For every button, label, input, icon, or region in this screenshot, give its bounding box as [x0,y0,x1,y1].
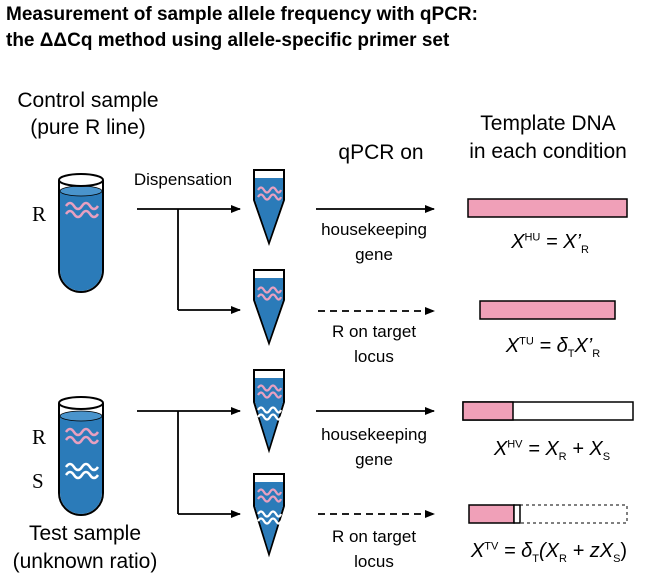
template-header-line-1: Template DNA [480,112,616,135]
template-header-line-2: in each condition [469,140,627,163]
test-dispensation-lines [137,407,241,518]
equation-tu: XTU = δTX’R [505,335,601,360]
control-dispensation-lines [137,205,241,314]
control-sample-label: Control sample [17,89,159,112]
template-bar-hv [462,401,634,421]
target-label-2-line2: locus [354,347,394,366]
test-tube [58,396,104,516]
title-line-1: Measurement of sample allele frequency w… [6,4,478,25]
template-bar-tv [468,504,628,524]
control-sample-sublabel: (pure R line) [30,116,146,139]
pcr-tube-2 [253,269,285,347]
target-label-4-line2: locus [354,552,394,571]
target-label-1-line1: housekeeping [321,220,427,239]
title-line-2: the ΔΔCq method using allele-specific pr… [6,30,450,51]
control-allele-r-label: R [32,202,47,226]
pcr-tube-4 [253,473,285,558]
equation-hv: XHV = XR + XS [493,438,611,463]
dispensation-label: Dispensation [133,170,233,189]
target-label-3-line1: housekeeping [321,425,427,444]
test-sample-label: Test sample [28,522,142,545]
test-s-dna-strand [64,462,100,472]
template-bar-tu [479,300,616,320]
test-sample-sublabel: (unknown ratio) [12,550,158,573]
test-allele-s-label: S [32,469,44,493]
equation-tv: XTV = δT(XR + zXS) [470,540,628,565]
equation-hu: XHU = X’R [511,231,589,256]
pcr-tube-1 [253,169,285,247]
target-label-4-line1: R on target [331,527,417,546]
target-label-3-line2: gene [355,450,393,469]
qpcr-header: qPCR on [338,141,424,164]
template-bar-hu [467,198,628,218]
control-tube [58,173,104,293]
control-r-dna-strand [64,201,100,211]
pcr-tube-3 [253,369,285,454]
target-label-1-line2: gene [355,245,393,264]
test-r-dna-strand [64,427,100,437]
target-label-2-line1: R on target [331,322,417,341]
test-allele-r-label: R [32,425,47,449]
